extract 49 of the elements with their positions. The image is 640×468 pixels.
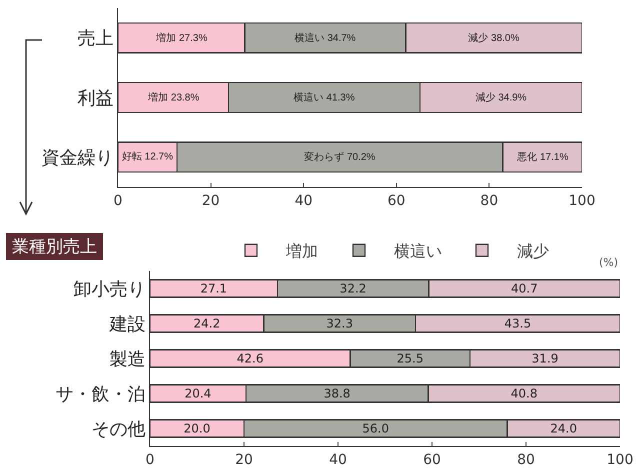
data-label: 32.3 — [326, 316, 354, 330]
x-tick-label: 20 — [235, 452, 253, 468]
data-label: 変わらず 70.2% — [304, 151, 376, 164]
y-tick-label: その他 — [91, 418, 146, 440]
y-tick-label: 建設 — [108, 314, 146, 335]
data-label: 32.2 — [340, 282, 366, 296]
y-tick-label: 卸小売り — [73, 278, 146, 300]
data-label: 20.0 — [184, 422, 210, 436]
x-tick-label: 80 — [480, 192, 498, 209]
x-tick-label: 40 — [294, 192, 313, 209]
data-label: 42.6 — [236, 352, 264, 366]
data-label: 31.9 — [532, 352, 558, 366]
data-label: 減少 34.9% — [475, 92, 527, 104]
x-tick-label: 80 — [517, 452, 535, 468]
y-tick-label: サ・飲・泊 — [55, 384, 146, 405]
data-label: 27.1 — [200, 282, 228, 296]
data-label: 横這い 34.7% — [294, 32, 356, 44]
chart-title: 業種別売上 — [6, 233, 103, 260]
legend-label: 増加 — [285, 242, 318, 261]
data-label: 悪化 17.1% — [516, 151, 568, 164]
legend-label: 減少 — [517, 242, 549, 261]
x-tick-label: 60 — [423, 452, 441, 468]
y-tick-label: 利益 — [77, 88, 114, 109]
data-label: 43.5 — [504, 316, 532, 330]
data-label: 好転 12.7% — [122, 152, 174, 163]
data-label: 横這い 41.3% — [294, 92, 355, 104]
x-tick-label: 60 — [387, 192, 406, 209]
data-label: 38.8 — [324, 386, 350, 400]
y-tick-label: 資金繰り — [41, 147, 114, 168]
x-tick-label: 100 — [606, 452, 634, 468]
legend-label: 横這い — [394, 242, 442, 261]
x-tick-label: 40 — [329, 452, 347, 468]
data-label: 40.8 — [510, 386, 538, 400]
data-label: 20.4 — [184, 386, 212, 400]
y-tick-label: 製造 — [109, 348, 146, 370]
y-tick-label: 売上 — [77, 28, 114, 50]
x-tick-label: 20 — [202, 192, 220, 209]
x-tick-label: 0 — [114, 192, 122, 209]
data-label: 増加 23.8% — [147, 92, 200, 104]
data-label: 減少 38.0% — [468, 32, 520, 44]
x-tick-label: 0 — [146, 452, 154, 468]
data-label: 増加 27.3% — [155, 32, 208, 44]
data-label: 40.7 — [510, 282, 538, 296]
data-label: 56.0 — [362, 422, 389, 436]
data-label: 25.5 — [396, 352, 424, 366]
x-tick-label: 100 — [568, 192, 596, 209]
data-label: 24.0 — [550, 422, 577, 436]
data-label: 24.2 — [194, 316, 220, 330]
text: (%) — [599, 256, 618, 269]
